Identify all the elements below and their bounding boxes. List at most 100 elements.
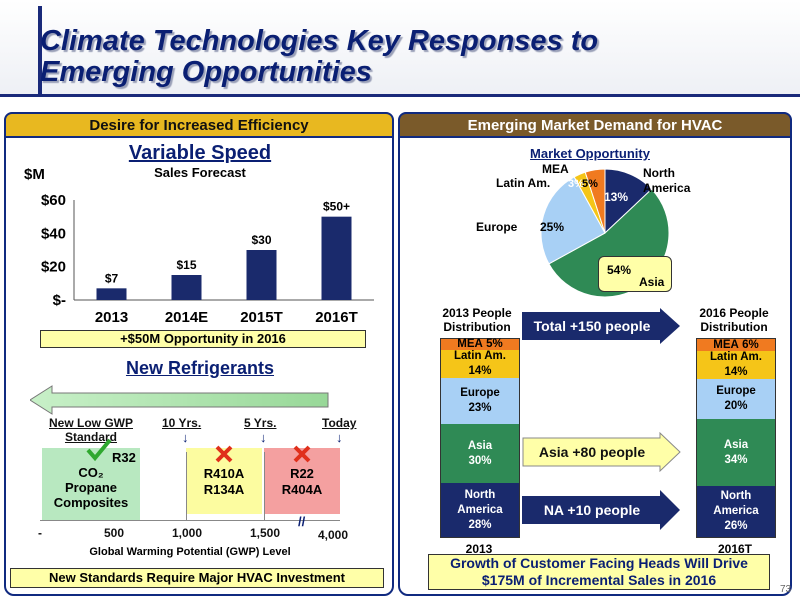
- high-gwp-list: R22 R404A: [264, 466, 340, 498]
- pie-pct-mea: 5%: [582, 178, 598, 190]
- y-tick-label: $40: [41, 225, 66, 242]
- pie-label-mea: MEA: [542, 162, 569, 176]
- opportunity-highlight: +$50M Opportunity in 2016: [40, 330, 366, 348]
- stack-2013-title: 2013 People Distribution: [442, 306, 512, 334]
- stack-2016-north-america: North America 26%: [697, 486, 775, 537]
- bar-value-label: $7: [105, 271, 119, 285]
- arrow-down-10-icon: ↓: [182, 430, 189, 445]
- title-underline: [0, 94, 800, 97]
- na-arrow-label: NA +10 people: [543, 502, 641, 518]
- gwp-divider-1500: [264, 452, 265, 520]
- gwp-tick-0: -: [38, 526, 42, 540]
- high-gwp-box: [264, 448, 340, 514]
- stack-2016-latin: Latin Am. 14%: [697, 351, 775, 379]
- x-category-label: 2014E: [165, 309, 208, 326]
- marker-today: Today: [322, 416, 357, 430]
- total-arrow-shape: [522, 308, 680, 344]
- bar-value-label: $50+: [323, 200, 350, 214]
- gwp-tick-4000: 4,000: [318, 528, 349, 542]
- timeline-arrow: [30, 385, 329, 415]
- stack-2013: MEA 5% Latin Am. 14% Europe 23% Asia 30% No…: [440, 338, 520, 538]
- variable-speed-subtitle: Sales Forecast: [154, 165, 246, 180]
- green-check-icon: [86, 438, 112, 462]
- pie-pct-north-america: 13%: [604, 190, 629, 204]
- gwp-divider-1000: [186, 452, 187, 520]
- axis-break-icon: //: [298, 514, 306, 529]
- pie-slice-europe: [540, 176, 606, 265]
- stack-2016-xlabel: 2016T: [717, 542, 753, 556]
- page-title: Climate Technologies Key Responses to Em…: [40, 26, 760, 88]
- bar: [96, 288, 127, 300]
- low-gwp-co2: CO₂: [78, 465, 104, 480]
- stack-2013-europe: Europe 23%: [441, 378, 519, 424]
- total-arrow-label: Total +150 people: [533, 318, 651, 334]
- asia-arrow-label: Asia +80 people: [538, 444, 646, 460]
- stack-2013-latin: Latin Am. 14%: [441, 350, 519, 378]
- pie-label-europe: Europe: [476, 220, 518, 234]
- bar-value-label: $15: [176, 258, 196, 272]
- page-title-line-2: Emerging Opportunities: [40, 56, 372, 88]
- bar: [321, 216, 352, 300]
- y-tick-label: $-: [53, 292, 66, 309]
- right-panel-header: Emerging Market Demand for HVAC: [398, 112, 792, 138]
- right-footer-banner: Growth of Customer Facing Heads Will Dri…: [428, 554, 770, 590]
- pie-label-asia: Asia: [639, 275, 665, 289]
- mid-gwp-r410a: R410A: [203, 466, 245, 481]
- stack-2013-north-america: North America 28%: [441, 483, 519, 537]
- stack-2016-asia: Asia 34%: [697, 419, 775, 486]
- pie-slice-mea: [584, 168, 606, 234]
- mid-gwp-r134a: R134A: [203, 482, 245, 497]
- mid-gwp-list: R410A R134A: [186, 466, 262, 498]
- low-gwp-composites: Composites: [53, 495, 129, 510]
- gwp-tick-1000: 1,000: [172, 526, 203, 540]
- bar-value-label: $30: [251, 233, 271, 247]
- slide-number: 73: [780, 584, 792, 595]
- left-footer-banner: New Standards Require Major HVAC Investm…: [10, 568, 384, 588]
- bar: [246, 250, 277, 300]
- stack-2016-europe: Europe 20%: [697, 379, 775, 419]
- y-tick-label: $20: [41, 259, 66, 276]
- stack-2016-mea: MEA 6%: [697, 339, 775, 351]
- gwp-tick-500: 500: [104, 526, 125, 540]
- high-gwp-r404a: R404A: [281, 482, 323, 497]
- stack-2016: MEA 6% Latin Am. 14% Europe 20% Asia 34% No…: [696, 338, 776, 538]
- right-footer-line-2: $175M of Incremental Sales in 2016: [481, 572, 717, 588]
- na-arrow-shape: [522, 490, 680, 530]
- pie-pct-europe: 25%: [540, 220, 565, 234]
- gwp-tick-1500: 1,500: [250, 526, 281, 540]
- marker-5-yrs: 5 Yrs.: [244, 416, 277, 430]
- mid-gwp-box: [186, 448, 262, 514]
- pie-asia-callout: 54% Asia: [598, 256, 672, 292]
- stack-2016-title: 2016 People Distribution: [699, 306, 769, 334]
- stack-2013-xlabel: 2013: [465, 542, 493, 556]
- title-accent-bar-front: [38, 6, 42, 96]
- bar: [171, 275, 202, 300]
- pie-label-north-america: North America: [643, 166, 691, 195]
- arrow-down-5-icon: ↓: [260, 430, 267, 445]
- y-axis-unit: $M: [24, 166, 45, 183]
- stack-2013-asia: Asia 30%: [441, 424, 519, 483]
- pie-label-latin: Latin Am.: [496, 176, 551, 190]
- r32-label: R32: [112, 450, 136, 465]
- new-refrigerants-title: New Refrigerants: [125, 358, 275, 378]
- asia-arrow-shape: [522, 432, 681, 472]
- stack-2013-mea: MEA 5%: [441, 338, 519, 350]
- y-tick-label: $60: [41, 192, 66, 209]
- x-category-label: 2016T: [315, 309, 358, 326]
- right-footer-line-1: Growth of Customer Facing Heads Will Dri…: [450, 555, 748, 571]
- sales-forecast-chart: $- $20 $40 $60 $7 2013 $15 2014E $30 2015T $50+ 201…: [41, 192, 374, 326]
- low-gwp-list: CO₂ Propane Composites: [42, 465, 140, 510]
- gwp-axis-label: Global Warming Potential (GWP) Level: [89, 546, 291, 558]
- page-title-line-1: Climate Technologies Key Responses to: [40, 25, 599, 57]
- low-gwp-propane: Propane: [64, 480, 117, 495]
- gwp-axis-line: [40, 520, 340, 521]
- red-x-icon-high: [293, 445, 311, 463]
- high-gwp-r22: R22: [290, 466, 314, 481]
- title-band: [0, 0, 800, 94]
- market-opportunity-title: Market Opportunity: [530, 146, 650, 161]
- marker-10-yrs: 10 Yrs.: [162, 416, 202, 430]
- x-category-label: 2015T: [240, 309, 283, 326]
- left-panel-header: Desire for Increased Efficiency: [4, 112, 394, 138]
- red-x-icon-mid: [215, 445, 233, 463]
- pie-pct-asia: 54%: [607, 263, 632, 277]
